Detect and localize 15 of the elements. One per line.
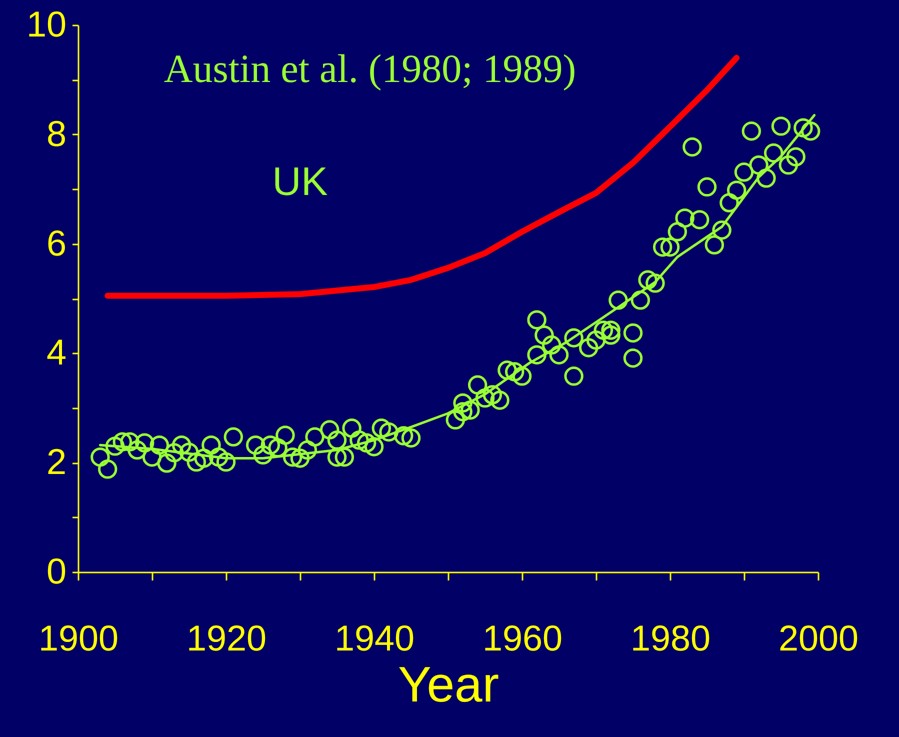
x-tick-label: 1980 [630,618,711,658]
y-tick-label: 8 [46,112,66,154]
x-tick-label: 1940 [334,618,415,658]
annotation: Austin et al. (1980; 1989) [164,46,576,91]
x-tick-label: 1960 [482,618,563,658]
y-tick-label: 10 [26,4,66,44]
y-tick-label: 2 [46,441,66,482]
y-tick-label: 6 [46,222,66,264]
x-axis-title: Year [398,656,500,712]
x-tick-label: 1900 [38,618,119,658]
y-tick-label: 4 [46,332,66,373]
x-tick-label: 2000 [778,618,859,658]
x-tick-label: 1920 [186,618,267,658]
annotation: UK [272,160,328,204]
y-tick-label: 0 [46,550,66,592]
